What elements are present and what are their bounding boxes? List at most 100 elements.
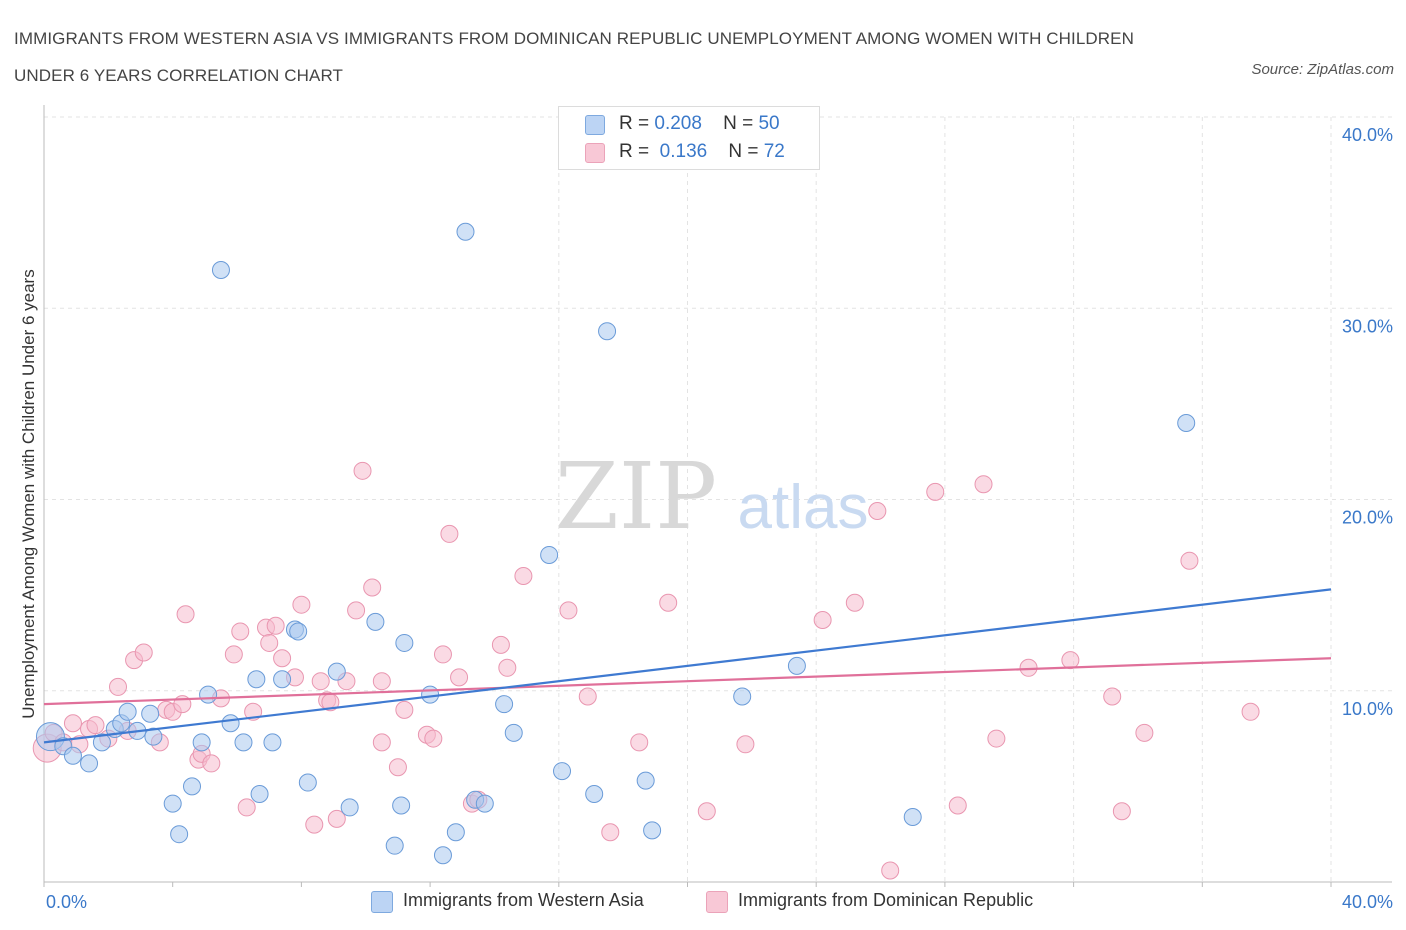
- data-point-dominican-republic: [630, 733, 649, 752]
- legend-r-value-pink: 0.136: [659, 141, 708, 162]
- data-point-dominican-republic: [948, 796, 967, 815]
- data-point-dominican-republic: [1061, 651, 1080, 670]
- data-point-dominican-republic: [237, 798, 256, 817]
- data-point-dominican-republic: [1103, 687, 1122, 706]
- data-point-western-asia: [598, 322, 617, 341]
- source-label: Source: ZipAtlas.com: [1251, 61, 1394, 78]
- data-point-dominican-republic: [388, 758, 407, 777]
- data-point-western-asia: [733, 687, 752, 706]
- trend-lines: [43, 588, 1332, 744]
- data-point-dominican-republic: [266, 616, 285, 635]
- bottom-legend-label-blue: Immigrants from Western Asia: [403, 890, 644, 910]
- x-tick-label: 0.0%: [46, 892, 87, 912]
- series-dominican-republic: [32, 461, 1260, 880]
- data-point-western-asia: [183, 777, 202, 796]
- data-point-western-asia: [385, 836, 404, 855]
- data-point-dominican-republic: [881, 861, 900, 880]
- data-point-western-asia: [192, 733, 211, 752]
- data-point-western-asia: [395, 633, 414, 652]
- x-tick-label: 40.0%: [1342, 892, 1393, 912]
- tick-labels: 10.0% 20.0% 30.0% 40.0% 0.0% 40.0%: [46, 125, 1393, 912]
- data-point-dominican-republic: [224, 645, 243, 664]
- data-point-western-asia: [585, 785, 604, 804]
- data-point-western-asia: [340, 798, 359, 817]
- legend-swatch-blue: [585, 115, 605, 135]
- data-point-western-asia: [263, 733, 282, 752]
- axes: [43, 105, 1392, 887]
- chart-title: IMMIGRANTS FROM WESTERN ASIA VS IMMIGRAN…: [14, 29, 1134, 85]
- data-point-western-asia: [80, 754, 99, 773]
- watermark-zip: ZIP: [555, 443, 717, 550]
- data-point-dominican-republic: [372, 733, 391, 752]
- data-point-western-asia: [787, 656, 806, 675]
- data-point-dominican-republic: [868, 501, 887, 520]
- y-tick-label: 10.0%: [1342, 699, 1393, 719]
- data-point-western-asia: [163, 794, 182, 813]
- data-point-western-asia: [118, 702, 137, 721]
- data-point-western-asia: [504, 723, 523, 742]
- watermark-atlas: atlas: [738, 473, 869, 542]
- data-point-dominican-republic: [260, 633, 279, 652]
- correlation-legend: R = 0.208 N = 50 R = 0.136 N = 72: [558, 106, 820, 170]
- bottom-legend-swatch-pink: [706, 891, 728, 913]
- y-axis-label: Unemployment Among Women with Children U…: [19, 269, 38, 719]
- data-point-dominican-republic: [559, 601, 578, 620]
- legend-n-value-blue: 50: [758, 113, 780, 134]
- data-point-dominican-republic: [987, 729, 1006, 748]
- data-point-dominican-republic: [292, 595, 311, 614]
- data-point-dominican-republic: [697, 802, 716, 821]
- data-point-western-asia: [141, 704, 160, 723]
- data-point-dominican-republic: [491, 635, 510, 654]
- data-point-western-asia: [553, 762, 572, 781]
- data-point-dominican-republic: [450, 668, 469, 687]
- data-point-dominican-republic: [311, 672, 330, 691]
- data-point-western-asia: [366, 612, 385, 631]
- data-point-dominican-republic: [347, 601, 366, 620]
- data-point-western-asia: [433, 846, 452, 865]
- data-point-western-asia: [643, 821, 662, 840]
- legend-n-value-pink: 72: [763, 141, 785, 162]
- legend-swatch-pink: [585, 143, 605, 163]
- data-point-dominican-republic: [1112, 802, 1131, 821]
- trendline-western-asia: [43, 588, 1332, 744]
- data-point-dominican-republic: [424, 729, 443, 748]
- data-point-dominican-republic: [845, 593, 864, 612]
- data-point-dominican-republic: [433, 645, 452, 664]
- legend-r-label: R =: [619, 141, 650, 162]
- data-point-dominican-republic: [305, 815, 324, 834]
- legend-r-label: R =: [619, 113, 650, 134]
- data-point-western-asia: [273, 670, 292, 689]
- data-point-western-asia: [903, 807, 922, 826]
- data-point-western-asia: [475, 794, 494, 813]
- data-point-dominican-republic: [578, 687, 597, 706]
- grid-lines: [44, 116, 1392, 882]
- data-point-dominican-republic: [231, 622, 250, 641]
- data-point-western-asia: [63, 746, 82, 765]
- data-point-dominican-republic: [926, 482, 945, 501]
- data-point-dominican-republic: [134, 643, 153, 662]
- data-point-western-asia: [144, 727, 163, 746]
- data-point-western-asia: [247, 670, 266, 689]
- data-point-dominican-republic: [514, 567, 533, 585]
- data-point-dominican-republic: [1241, 702, 1260, 721]
- data-point-dominican-republic: [63, 714, 82, 733]
- data-point-western-asia: [446, 823, 465, 842]
- data-point-dominican-republic: [440, 524, 459, 543]
- data-point-dominican-republic: [813, 610, 832, 629]
- data-point-dominican-republic: [498, 658, 517, 677]
- y-tick-label: 20.0%: [1342, 508, 1393, 528]
- data-point-dominican-republic: [601, 823, 620, 842]
- trendline-dominican-republic: [43, 657, 1332, 706]
- data-point-western-asia: [298, 773, 317, 792]
- legend-n-label: N =: [728, 141, 759, 162]
- data-point-dominican-republic: [1180, 551, 1199, 570]
- bottom-legend-label-pink: Immigrants from Dominican Republic: [738, 890, 1034, 910]
- data-point-dominican-republic: [109, 677, 128, 696]
- data-point-western-asia: [495, 695, 514, 714]
- data-point-dominican-republic: [659, 593, 678, 612]
- data-point-western-asia: [540, 545, 559, 564]
- legend-r-value-blue: 0.208: [654, 113, 702, 134]
- watermark: ZIP atlas: [555, 443, 869, 550]
- y-tick-label: 30.0%: [1342, 316, 1393, 336]
